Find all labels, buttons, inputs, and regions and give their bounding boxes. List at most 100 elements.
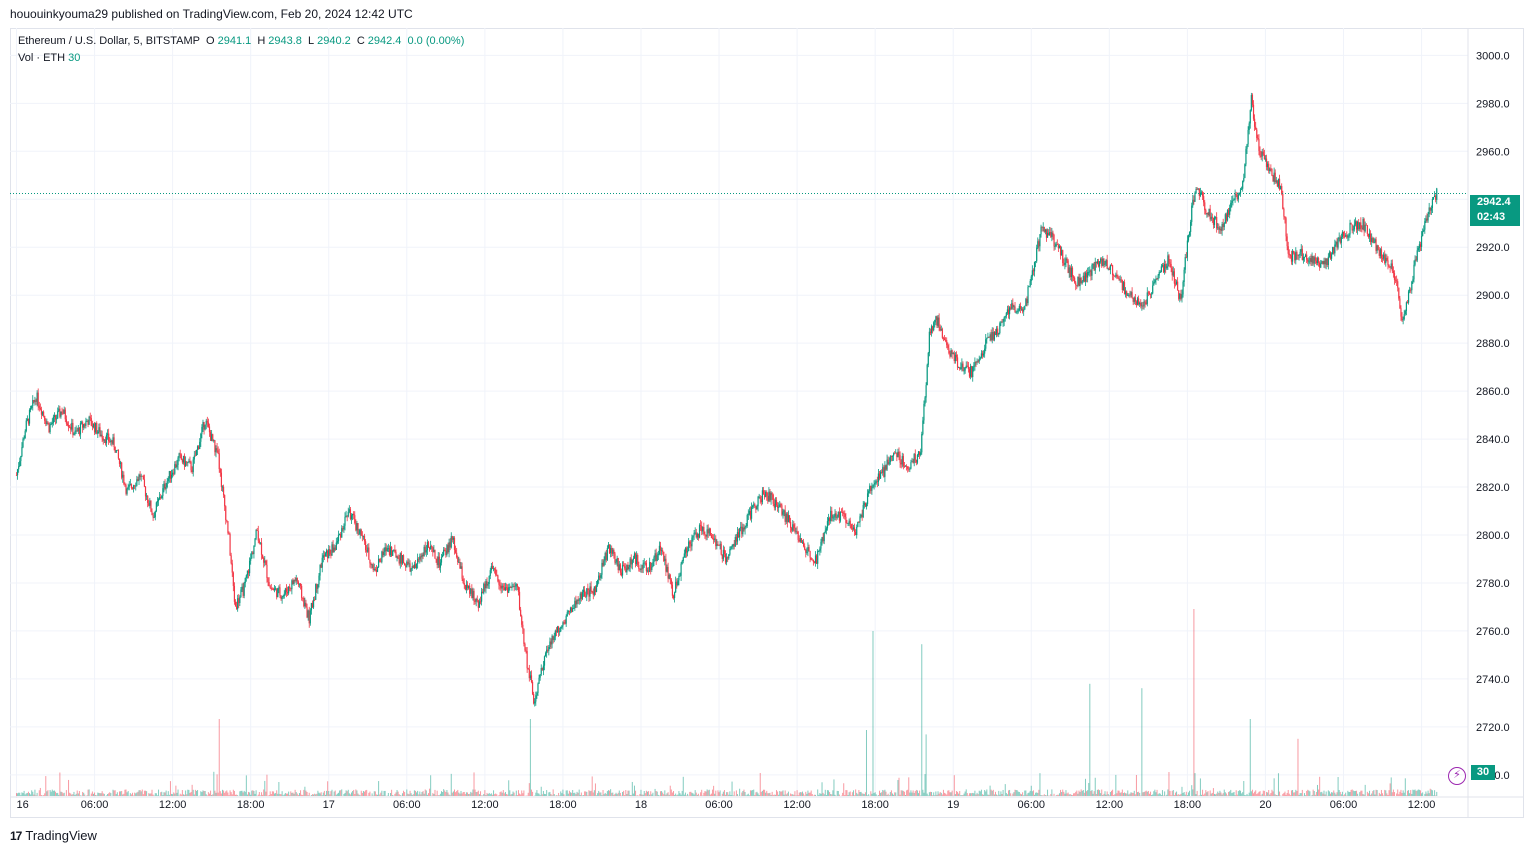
volume-bar bbox=[434, 789, 436, 796]
candle-body bbox=[86, 421, 88, 423]
candle-body bbox=[686, 551, 689, 553]
volume-bar bbox=[292, 792, 294, 796]
lightning-icon[interactable]: ⚡ bbox=[1448, 767, 1466, 785]
candle-body bbox=[837, 511, 839, 517]
candle-body bbox=[1306, 254, 1308, 260]
volume-bar bbox=[1119, 792, 1121, 796]
legend-symbol[interactable]: Ethereum / U.S. Dollar, 5, BITSTAMP bbox=[18, 35, 200, 47]
volume-bar bbox=[1279, 791, 1281, 796]
candle-body bbox=[450, 536, 452, 548]
volume-bar bbox=[1157, 794, 1159, 796]
volume-bar bbox=[1167, 789, 1169, 796]
volume-bar bbox=[837, 790, 839, 796]
volume-bar bbox=[1288, 793, 1290, 796]
volume-bar bbox=[189, 792, 191, 796]
volume-bar bbox=[671, 792, 673, 796]
candle-body bbox=[670, 579, 672, 585]
volume-bar bbox=[602, 790, 604, 796]
footer-brand[interactable]: TradingView bbox=[25, 828, 97, 843]
candle-body bbox=[760, 499, 762, 503]
candle-body bbox=[1366, 225, 1368, 234]
volume-bar bbox=[300, 790, 302, 796]
candle-body bbox=[255, 530, 257, 539]
volume-bar bbox=[411, 795, 413, 796]
volume-bar bbox=[673, 791, 675, 796]
candle-body bbox=[735, 536, 737, 542]
candle-body bbox=[530, 675, 533, 682]
candle-body bbox=[256, 530, 258, 532]
candle-body bbox=[1340, 236, 1342, 243]
candle-body bbox=[820, 541, 822, 549]
volume-bar bbox=[52, 790, 54, 796]
volume-bar bbox=[58, 794, 60, 796]
volume-bar bbox=[623, 790, 625, 796]
tradingview-logo-icon[interactable]: 17 bbox=[10, 828, 22, 843]
candle-body bbox=[1074, 277, 1076, 283]
volume-bar bbox=[25, 793, 27, 796]
volume-bar bbox=[905, 794, 907, 796]
candle-body bbox=[694, 532, 696, 534]
volume-bar bbox=[618, 790, 620, 796]
candle-body bbox=[1128, 294, 1130, 296]
candle-body bbox=[1102, 258, 1104, 266]
candle-body bbox=[1361, 227, 1363, 230]
volume-bar bbox=[114, 790, 116, 796]
candle-body bbox=[176, 464, 178, 468]
volume-bar bbox=[1099, 790, 1101, 796]
candle-body bbox=[859, 516, 861, 523]
volume-bar bbox=[134, 792, 136, 796]
volume-bar bbox=[855, 789, 857, 796]
candle-body bbox=[1217, 227, 1219, 229]
volume-bar bbox=[1320, 792, 1322, 796]
candle-body bbox=[1405, 302, 1407, 311]
volume-bar bbox=[1006, 794, 1008, 796]
candle-body bbox=[1263, 154, 1265, 160]
volume-legend-label[interactable]: Vol · ETH bbox=[18, 52, 66, 64]
candle-body bbox=[877, 473, 880, 483]
candle-body bbox=[900, 462, 902, 465]
price-chart[interactable]: 3000.02980.02960.02920.02900.02880.02860… bbox=[10, 28, 1524, 818]
volume-bar bbox=[689, 791, 691, 796]
candle-body bbox=[973, 365, 975, 367]
volume-bar bbox=[295, 792, 297, 796]
volume-bar bbox=[1374, 794, 1376, 796]
candle-body bbox=[733, 544, 735, 547]
candle-body bbox=[1020, 308, 1023, 310]
volume-bar bbox=[1216, 793, 1218, 796]
candle-body bbox=[391, 546, 393, 556]
candle-body bbox=[400, 553, 402, 564]
volume-bar bbox=[1028, 792, 1030, 796]
volume-bar bbox=[484, 790, 486, 796]
volume-bar bbox=[581, 795, 583, 796]
candle-body bbox=[976, 361, 978, 363]
volume-bar bbox=[507, 794, 509, 796]
volume-bar bbox=[693, 794, 695, 796]
candle-body bbox=[273, 588, 276, 591]
volume-bar bbox=[824, 789, 826, 796]
candle-body bbox=[1212, 217, 1215, 225]
candle-body bbox=[589, 586, 591, 597]
volume-bar bbox=[1095, 793, 1097, 796]
candle-body bbox=[773, 503, 775, 508]
candle-body bbox=[1118, 277, 1120, 281]
volume-bar bbox=[705, 791, 707, 796]
volume-bar bbox=[1012, 793, 1014, 796]
volume-bar bbox=[577, 792, 579, 796]
volume-bar bbox=[20, 795, 22, 796]
x-tick-label: 06:00 bbox=[81, 799, 109, 811]
volume-bar bbox=[1112, 789, 1114, 796]
volume-bar bbox=[971, 793, 973, 796]
candle-body bbox=[935, 316, 937, 321]
candle-body bbox=[952, 352, 954, 354]
candle-body bbox=[372, 564, 374, 570]
volume-bar bbox=[880, 792, 882, 796]
volume-bar bbox=[1151, 794, 1153, 796]
candle-body bbox=[1420, 236, 1423, 247]
volume-bar bbox=[1379, 794, 1381, 796]
candle-body bbox=[88, 416, 90, 425]
candle-body bbox=[304, 602, 306, 607]
volume-bar bbox=[285, 793, 287, 796]
volume-bar bbox=[607, 790, 609, 796]
volume-bar bbox=[629, 795, 631, 796]
candle-body bbox=[808, 547, 810, 551]
